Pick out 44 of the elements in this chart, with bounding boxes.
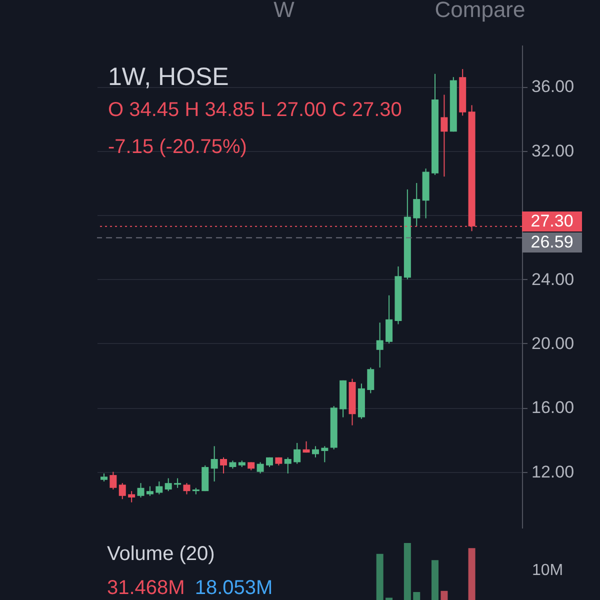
- candlestick: [128, 490, 136, 503]
- chart-title: Volume (20): [107, 543, 215, 565]
- candlestick: [164, 478, 172, 492]
- text: W: [274, 0, 295, 22]
- annotation: 18.053M: [194, 577, 273, 599]
- candlestick: [321, 446, 328, 463]
- bar: [440, 590, 448, 600]
- candlestick: [210, 446, 218, 482]
- y-tick-label: 24.00: [532, 270, 574, 289]
- bar: [404, 543, 411, 600]
- bar: [376, 554, 384, 600]
- text: 10M: [532, 562, 564, 579]
- candlestick: [183, 482, 190, 495]
- candlestick: [146, 486, 154, 496]
- candlestick: [284, 456, 292, 474]
- ref-line-label: 27.30: [530, 212, 574, 231]
- candlestick: [110, 471, 117, 490]
- text: 1W, HOSE: [108, 63, 229, 91]
- candlestick: [440, 94, 448, 178]
- text: O 34.45 H 34.85 L 27.00 C 27.30: [108, 99, 402, 121]
- ref-line-label: 26.59: [530, 232, 574, 252]
- candlestick: [294, 442, 301, 464]
- y-tick-label: 20.00: [532, 334, 574, 353]
- candlestick: [174, 478, 182, 488]
- candlestick: [137, 482, 144, 498]
- annotation: -7.15 (-20.75%): [108, 136, 247, 158]
- bar: [432, 560, 439, 600]
- candlestick: [156, 480, 163, 495]
- bar: [468, 548, 476, 600]
- candlestick: [256, 462, 264, 474]
- y-tick-label: 16.00: [532, 398, 574, 418]
- candlestick: [376, 322, 384, 368]
- candlestick: [413, 182, 420, 227]
- y-tick-label: 36.00: [532, 77, 574, 96]
- y-tick-label: 12.00: [532, 462, 574, 482]
- candlestick: [118, 482, 126, 500]
- text: Compare: [434, 0, 526, 22]
- y-tick-label: 32.00: [532, 141, 574, 160]
- candlestick: [386, 294, 393, 344]
- annotation: 31.468M: [107, 577, 185, 599]
- bar: [413, 592, 420, 600]
- candlestick: [312, 446, 319, 458]
- candlestick: [367, 367, 374, 394]
- candlestick: [220, 456, 228, 474]
